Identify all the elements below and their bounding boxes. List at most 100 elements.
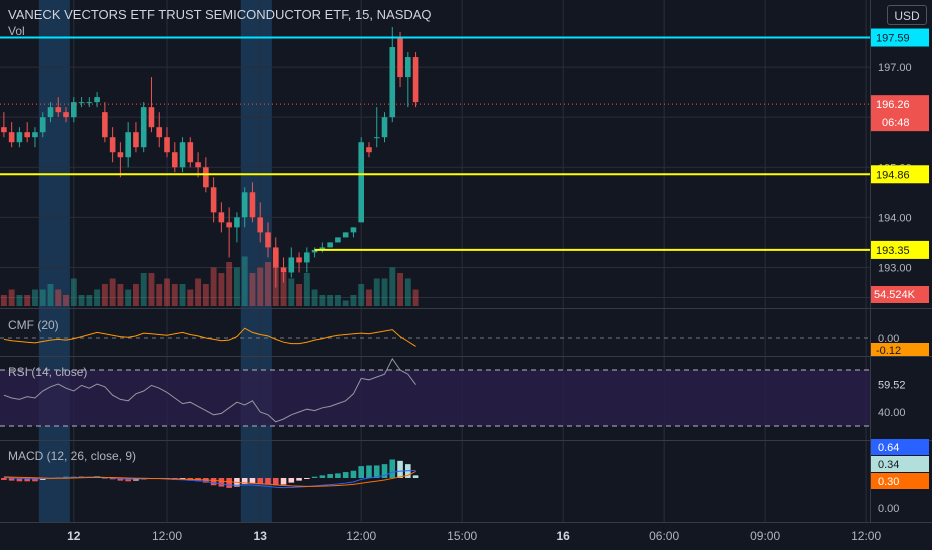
candle-body bbox=[412, 57, 419, 103]
volume-legend-label: Vol bbox=[8, 24, 25, 38]
cmf-value-tag bbox=[871, 343, 929, 356]
volume-bar bbox=[24, 295, 31, 306]
volume-bar bbox=[179, 284, 186, 306]
candle-body bbox=[319, 247, 326, 250]
rsi-tick-label-0: 40.00 bbox=[878, 407, 906, 419]
volume-bar bbox=[78, 295, 85, 306]
macd-histogram-bar bbox=[296, 478, 302, 481]
macd-histogram-bar bbox=[226, 478, 232, 488]
volume-bar bbox=[241, 256, 248, 306]
candle-body bbox=[187, 142, 194, 163]
candle-body bbox=[405, 57, 411, 78]
candle-body bbox=[342, 232, 349, 238]
macd-histogram-bar bbox=[218, 478, 225, 487]
volume-bar bbox=[412, 289, 419, 306]
last-price-tag bbox=[871, 95, 929, 132]
session-highlight-1 bbox=[240, 0, 272, 522]
session-highlight-0 bbox=[38, 0, 70, 522]
candle-body bbox=[226, 222, 232, 228]
macd-histogram-bar bbox=[358, 466, 365, 478]
volume-bar bbox=[366, 289, 372, 306]
time-axis-label-0: 12 bbox=[67, 529, 81, 543]
candle-body bbox=[86, 102, 93, 104]
volume-bar bbox=[303, 273, 310, 306]
time-axis-label-8: 12:00 bbox=[851, 529, 881, 543]
candle-body bbox=[280, 267, 287, 273]
macd-histogram-bar bbox=[381, 464, 388, 478]
volume-bar bbox=[164, 278, 170, 306]
level-price-label-1: 194.86 bbox=[876, 169, 910, 181]
macd-histogram-bar bbox=[257, 478, 264, 484]
candle-body bbox=[203, 167, 209, 188]
candle-body bbox=[164, 137, 170, 153]
volume-bar bbox=[39, 289, 46, 306]
price-tick-label-3: 194.00 bbox=[878, 212, 912, 224]
candle-body bbox=[265, 232, 271, 248]
macd-histogram-bar bbox=[125, 478, 131, 482]
volume-bar bbox=[117, 284, 124, 306]
candle-body bbox=[304, 252, 310, 263]
cmf-legend-label: CMF (20) bbox=[8, 318, 59, 332]
macd-histogram-bar bbox=[8, 478, 15, 481]
candle-body bbox=[78, 102, 85, 104]
candle-body bbox=[257, 217, 264, 233]
macd-histogram-bar bbox=[311, 476, 318, 478]
macd-signal-line bbox=[3, 470, 416, 487]
candle-body bbox=[241, 192, 248, 218]
macd-histogram-bar bbox=[366, 465, 372, 478]
candle-body bbox=[24, 132, 30, 138]
candle-body bbox=[335, 237, 341, 243]
macd-histogram-bar bbox=[117, 478, 124, 481]
level-price-label-2: 193.35 bbox=[876, 245, 910, 257]
currency-button[interactable]: USD bbox=[887, 5, 927, 25]
macd-histogram-bar bbox=[32, 478, 38, 482]
rsi-line bbox=[3, 357, 416, 423]
macd-histogram-bar bbox=[412, 475, 419, 478]
candle-body bbox=[389, 47, 396, 118]
time-axis-label-4: 15:00 bbox=[447, 529, 477, 543]
macd-histogram-bar bbox=[304, 478, 310, 479]
volume-bar bbox=[397, 273, 403, 306]
volume-bar bbox=[86, 295, 93, 306]
candle-body bbox=[381, 117, 388, 138]
volume-bar bbox=[389, 267, 396, 306]
volume-value-tag bbox=[871, 286, 929, 303]
macd-histogram-bar bbox=[265, 478, 271, 485]
volume-bar bbox=[226, 262, 233, 306]
macd-histogram-bar bbox=[280, 478, 287, 485]
candle-body bbox=[272, 247, 279, 268]
candle-body bbox=[311, 249, 318, 253]
volume-bar bbox=[101, 284, 108, 306]
cmf-tick-label-0: 0.00 bbox=[878, 333, 899, 345]
macd-histogram-bar bbox=[389, 459, 396, 478]
candle-body bbox=[94, 97, 100, 103]
macd-histogram-bar bbox=[319, 475, 326, 478]
candle-body bbox=[156, 127, 163, 138]
macd-histogram-bar bbox=[373, 465, 380, 478]
volume-bar bbox=[350, 295, 357, 306]
volume-bar bbox=[94, 289, 101, 306]
macd-histogram-bar bbox=[249, 478, 256, 484]
candle-body bbox=[47, 107, 54, 118]
candle-body bbox=[133, 132, 139, 148]
rsi-legend-label: RSI (14, close) bbox=[8, 365, 88, 379]
level-price-tag-0 bbox=[871, 28, 929, 47]
candle-body bbox=[1, 127, 7, 133]
volume-bar bbox=[55, 289, 62, 306]
candle-body bbox=[296, 257, 302, 263]
volume-bar bbox=[195, 278, 202, 306]
volume-bar bbox=[319, 295, 326, 306]
volume-bar bbox=[373, 278, 380, 306]
volume-bar bbox=[249, 273, 256, 306]
price-tick-label-4: 193.00 bbox=[878, 262, 912, 274]
candle-body bbox=[249, 192, 256, 218]
volume-bar bbox=[156, 284, 163, 306]
macd-value-tag-2 bbox=[871, 473, 929, 489]
volume-bar bbox=[404, 278, 411, 306]
macd-histogram-bar bbox=[327, 474, 333, 478]
candle-body bbox=[373, 137, 380, 139]
level-price-label-0: 197.59 bbox=[876, 33, 910, 45]
volume-bar bbox=[8, 289, 15, 306]
candle-body bbox=[140, 107, 147, 148]
